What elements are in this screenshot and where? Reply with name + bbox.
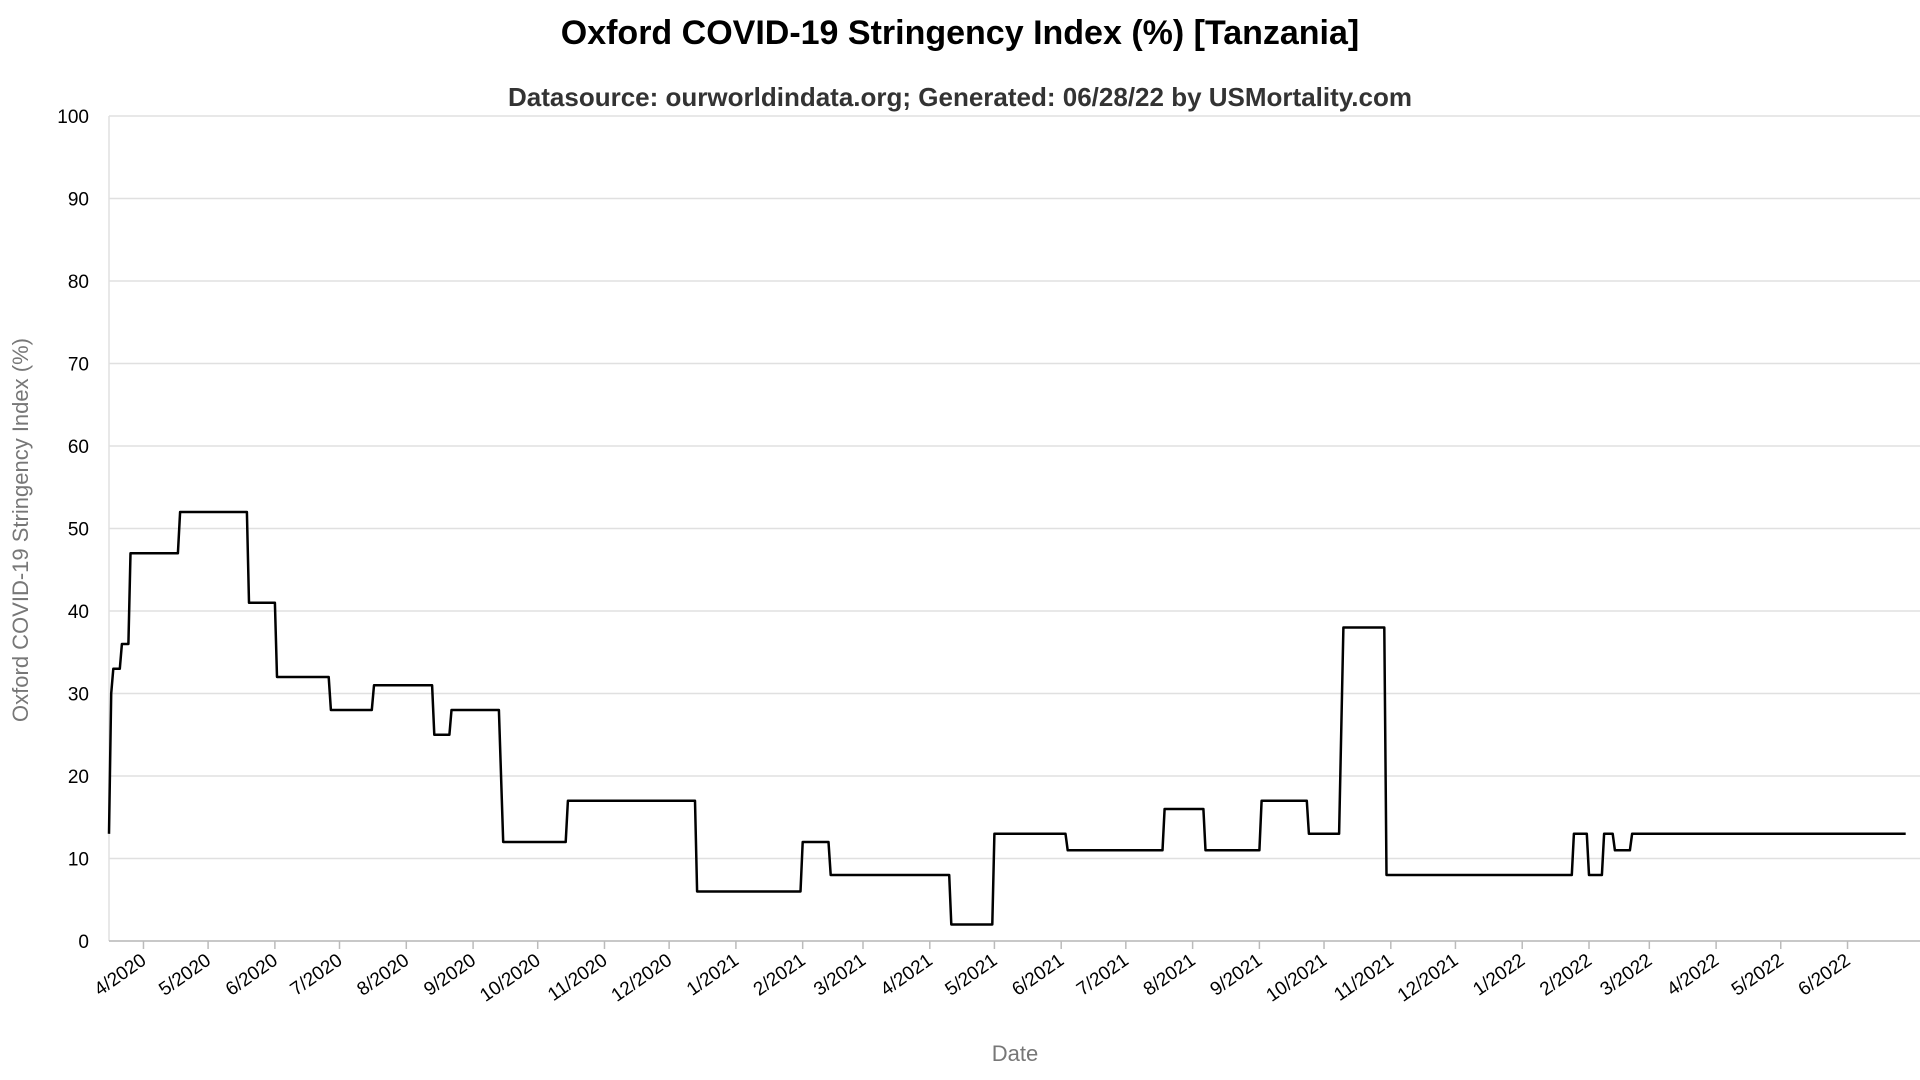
y-tick-label: 70 bbox=[68, 355, 89, 376]
y-tick-label: 10 bbox=[68, 850, 89, 871]
x-tick-label: 6/2022 bbox=[1795, 950, 1855, 1001]
y-tick-label: 0 bbox=[78, 932, 89, 953]
chart-subtitle: Datasource: ourworldindata.org; Generate… bbox=[508, 82, 1412, 112]
x-tick-label: 8/2021 bbox=[1140, 950, 1200, 1001]
x-tick-label: 9/2021 bbox=[1207, 950, 1267, 1001]
x-tick-label: 7/2020 bbox=[287, 950, 347, 1001]
y-tick-label: 50 bbox=[68, 520, 89, 541]
x-tick-label: 3/2021 bbox=[810, 950, 870, 1001]
x-tick-label: 8/2020 bbox=[354, 950, 414, 1001]
x-tick-label: 5/2022 bbox=[1728, 950, 1788, 1001]
y-tick-label: 20 bbox=[68, 767, 89, 788]
x-tick-label: 5/2021 bbox=[942, 950, 1002, 1001]
x-tick-label: 4/2022 bbox=[1663, 950, 1723, 1001]
x-tick-label: 10/2020 bbox=[476, 950, 544, 1007]
y-axis-label: Oxford COVID-19 Stringency Index (%) bbox=[8, 338, 33, 722]
y-tick-label: 30 bbox=[68, 685, 89, 706]
series-layer bbox=[107, 510, 1906, 926]
x-tick-label: 4/2021 bbox=[877, 950, 937, 1001]
x-tick-label: 6/2020 bbox=[222, 950, 282, 1001]
x-tick-label: 7/2021 bbox=[1073, 950, 1133, 1001]
y-tick-label: 100 bbox=[57, 107, 89, 128]
x-tick-label: 5/2020 bbox=[155, 950, 215, 1001]
axis-layer: 0 10 20 30 40 50 60 70 80 90 100 4/2020 5/2020 6/2020… bbox=[57, 107, 1920, 1006]
x-tick-label: 11/2020 bbox=[544, 950, 611, 1006]
series-line bbox=[107, 510, 1906, 926]
x-tick-label: 6/2021 bbox=[1008, 950, 1068, 1001]
x-tick-label: 11/2021 bbox=[1331, 950, 1398, 1006]
x-tick-label: 12/2021 bbox=[1394, 950, 1462, 1007]
x-tick-label: 9/2020 bbox=[420, 950, 480, 1001]
x-tick-label: 1/2022 bbox=[1469, 950, 1529, 1001]
x-axis-label: Date bbox=[992, 1041, 1038, 1066]
x-tick-label: 1/2021 bbox=[683, 950, 743, 1001]
x-tick-label: 10/2021 bbox=[1263, 950, 1331, 1007]
x-tick-label: 2/2022 bbox=[1536, 950, 1596, 1001]
y-tick-label: 40 bbox=[68, 602, 89, 623]
x-tick-label: 4/2020 bbox=[91, 950, 151, 1001]
x-tick-label: 12/2020 bbox=[608, 950, 676, 1007]
y-tick-label: 90 bbox=[68, 190, 89, 211]
y-tick-label: 60 bbox=[68, 437, 89, 458]
x-tick-label: 2/2021 bbox=[750, 950, 810, 1001]
y-tick-label: 80 bbox=[68, 272, 89, 293]
x-tick-label: 3/2022 bbox=[1597, 950, 1657, 1001]
grid-layer bbox=[109, 115, 1920, 942]
chart-title: Oxford COVID-19 Stringency Index (%) [Ta… bbox=[560, 14, 1360, 52]
